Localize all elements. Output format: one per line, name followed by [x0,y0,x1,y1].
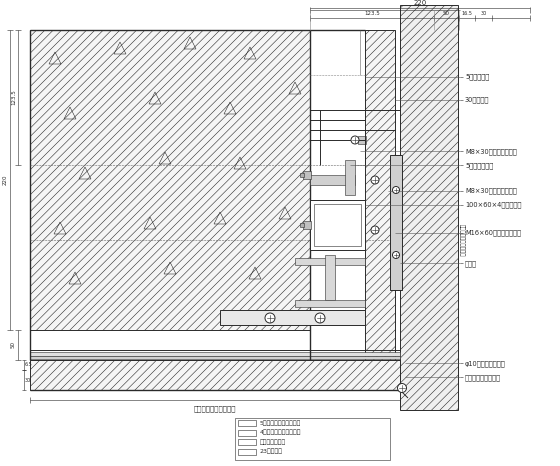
Circle shape [393,252,399,259]
Text: 聚四氟乙烯隔片: 聚四氟乙烯隔片 [260,439,286,445]
Circle shape [371,176,379,184]
Bar [310,200,365,250]
Bar [310,175,355,185]
Text: 123.5: 123.5 [364,11,380,16]
Text: M8×30不锈钢对穿螺栓: M8×30不锈钢对穿螺栓 [465,148,517,155]
Text: 6.5: 6.5 [25,363,32,368]
Text: 123.5: 123.5 [11,89,16,105]
Circle shape [398,384,407,392]
Bar [30,30,310,330]
Bar [358,136,366,144]
Bar [345,160,355,195]
Circle shape [371,226,379,234]
Circle shape [315,313,325,323]
Bar [238,439,256,445]
Circle shape [351,136,359,144]
Text: 50: 50 [11,342,16,349]
Text: 50: 50 [442,11,450,16]
Text: 预埋件: 预埋件 [465,260,477,267]
Text: M16×60不锈钢对穿螺栓: M16×60不锈钢对穿螺栓 [465,230,521,236]
Text: 4厚铝合金专用石材挂件: 4厚铝合金专用石材挂件 [260,430,301,435]
Bar [314,204,361,246]
Bar [295,258,365,265]
Bar [30,360,400,390]
Bar [238,430,256,436]
Bar [220,310,365,325]
Bar [30,352,400,356]
Text: 100×60×4镀锌钢方管: 100×60×4镀锌钢方管 [465,202,521,208]
Text: 30: 30 [481,11,487,16]
Bar [30,356,400,359]
Text: 220: 220 [413,0,427,6]
Bar [303,221,311,229]
Text: 30厚花岗石: 30厚花岗石 [465,97,489,103]
Text: 石材专用密封填缝胶: 石材专用密封填缝胶 [465,374,501,381]
Bar [238,448,256,454]
Text: φ10聚乙烯发泡垫杆: φ10聚乙烯发泡垫杆 [465,360,506,367]
Bar [400,5,458,410]
Text: 5号角钢横梁: 5号角钢横梁 [465,74,489,80]
Circle shape [393,186,399,193]
Bar [325,255,335,300]
Text: 5厚铝合金专用石材挂件: 5厚铝合金专用石材挂件 [260,420,301,426]
Circle shape [265,313,275,323]
Text: 16.5: 16.5 [461,11,473,16]
Bar [235,418,390,460]
Text: 石材幕墙横向分格尺寸: 石材幕墙横向分格尺寸 [194,405,236,411]
Bar [300,223,304,227]
Text: M8×30不锈钢对穿螺栓: M8×30不锈钢对穿螺栓 [465,188,517,194]
Bar [238,420,256,426]
Bar [303,171,311,179]
Text: 30: 30 [25,377,31,383]
Text: 5号角钢连接件: 5号角钢连接件 [465,162,493,169]
Bar [365,30,395,360]
Bar [300,173,304,177]
Text: 石材幕墙横向分格尺寸: 石材幕墙横向分格尺寸 [459,224,465,256]
Text: 23厚花岗石: 23厚花岗石 [260,449,283,454]
Bar [390,155,402,290]
Text: 220: 220 [3,175,8,185]
Bar [295,300,365,307]
